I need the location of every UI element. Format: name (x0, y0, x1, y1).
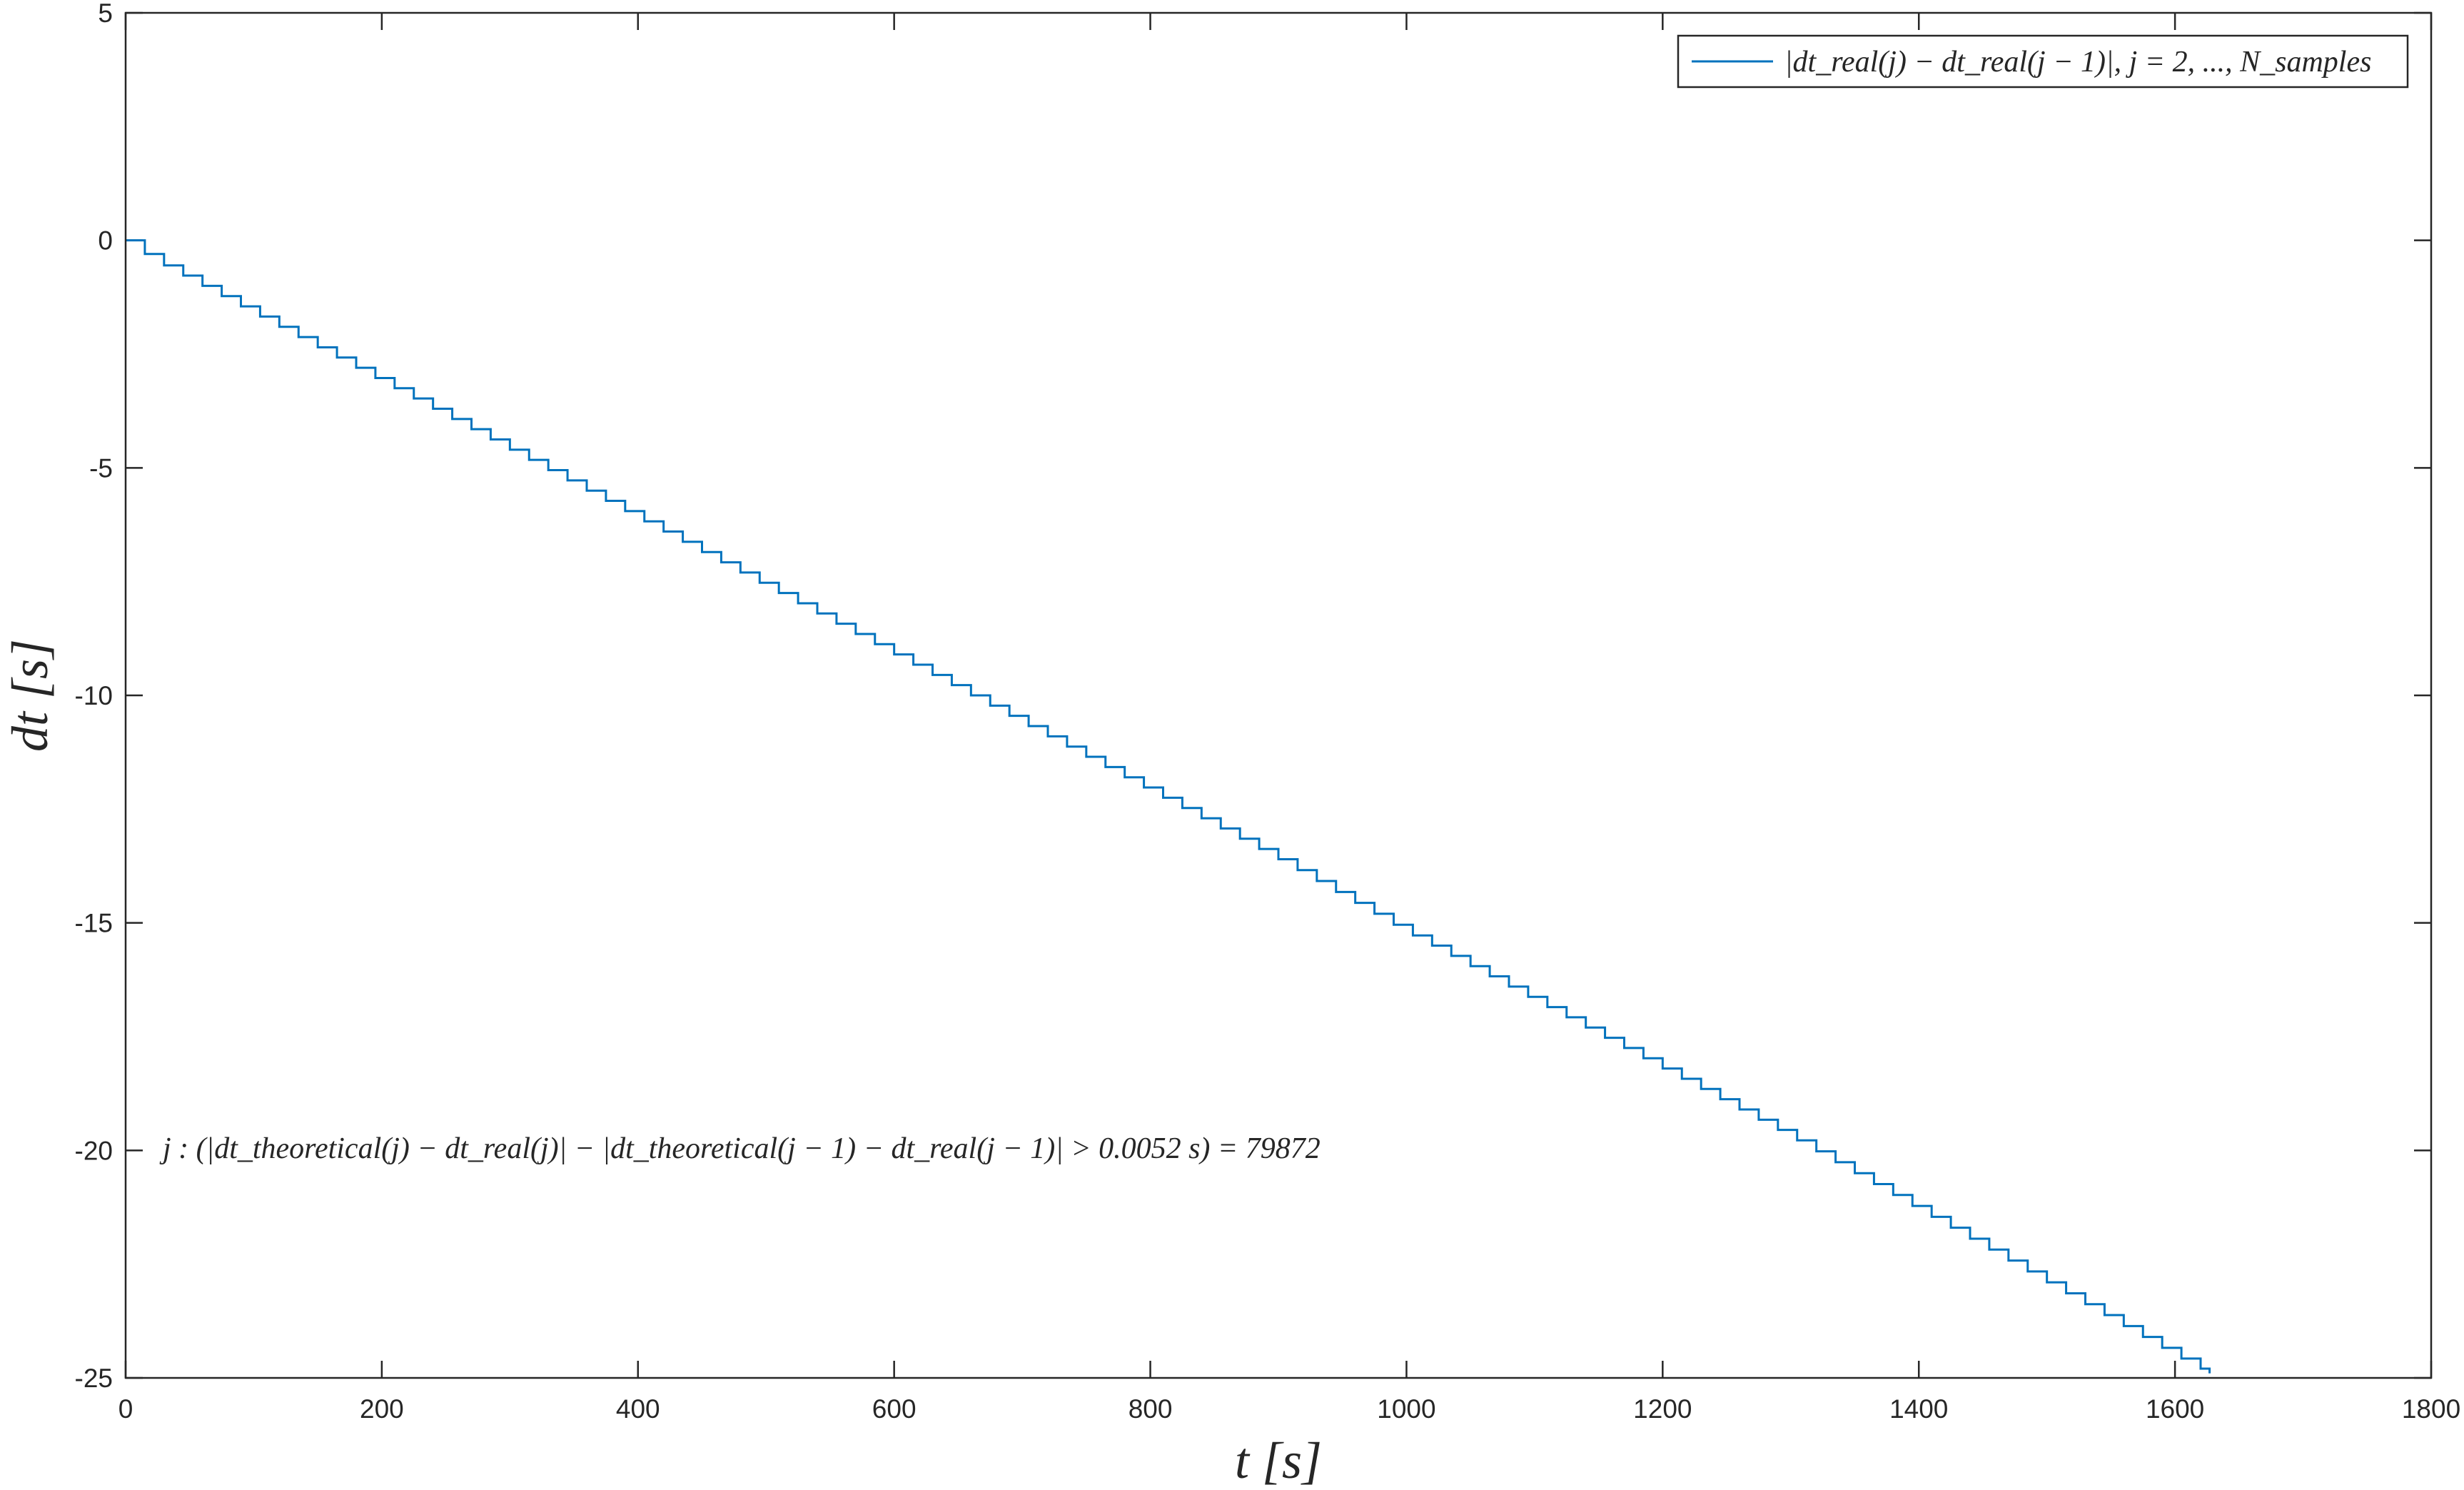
legend-label: |dt_real(j) − dt_real(j − 1)|, j = 2, ..… (1784, 46, 2371, 79)
y-tick-label: -10 (75, 681, 113, 710)
x-tick-label: 1000 (1377, 1394, 1435, 1424)
y-tick-label: -15 (75, 909, 113, 938)
y-tick-label: -20 (75, 1136, 113, 1165)
x-axis-label: t [s] (1235, 1432, 1322, 1489)
chart-annotation: j : (|dt_theoretical(j) − dt_real(j)| − … (159, 1132, 1321, 1165)
x-tick-label: 1600 (2146, 1394, 2204, 1424)
legend-box (1677, 34, 2409, 89)
x-tick-label: 200 (360, 1394, 404, 1424)
x-tick-label: 1400 (1889, 1394, 1948, 1424)
axes-frame (124, 11, 2433, 1379)
y-tick-label: -25 (75, 1364, 113, 1393)
y-tick-label: 0 (98, 226, 113, 256)
x-tick-label: 1800 (2402, 1394, 2460, 1424)
x-tick-label: 0 (118, 1394, 133, 1424)
tick-labels: 0 200 400 600 800 1000 1200 1400 1600 1800 5 0 -5 -10… (75, 0, 2461, 1424)
x-tick-label: 400 (616, 1394, 660, 1424)
x-tick-label: 800 (1129, 1394, 1173, 1424)
y-tick-label: 5 (98, 0, 113, 28)
plot-area (126, 13, 2431, 1378)
y-axis-label: dt [s] (1, 639, 59, 752)
x-tick-label: 1200 (1633, 1394, 1692, 1424)
y-tick-label: -5 (89, 453, 113, 483)
legend: |dt_real(j) − dt_real(j − 1)|, j = 2, ..… (1677, 34, 2409, 89)
data-series-line (126, 239, 2211, 1374)
x-tick-label: 600 (872, 1394, 917, 1424)
